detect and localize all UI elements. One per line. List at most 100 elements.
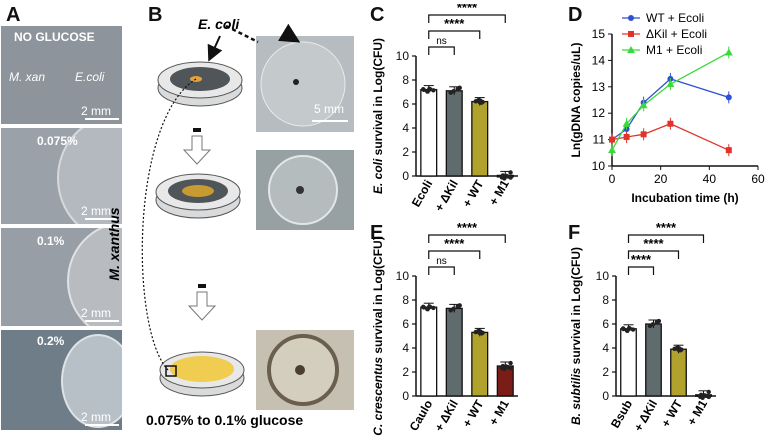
replicate-point — [650, 322, 656, 327]
scale-bar-label: 2 mm — [81, 306, 111, 320]
scale-bar-line — [312, 120, 348, 122]
e-coli-side-label: E.coli — [75, 70, 105, 84]
petri-dish-3 — [159, 351, 245, 397]
significance-label: **** — [444, 16, 465, 31]
significance-bracket — [627, 266, 655, 275]
y-tick-label: 10 — [592, 159, 606, 173]
series-point — [622, 119, 631, 127]
replicate-point — [706, 389, 711, 395]
panel-b-schematic — [141, 23, 354, 410]
significance-label: **** — [631, 252, 652, 267]
legend-marker — [627, 46, 635, 53]
bar — [471, 100, 489, 177]
series-point — [725, 147, 732, 154]
y-tick-label: 4 — [402, 341, 409, 355]
photo-3 — [256, 330, 354, 410]
ecoli-arrow — [207, 35, 223, 62]
x-tick-label: 20 — [654, 172, 668, 186]
legend-label: M1 + Ecoli — [646, 43, 702, 57]
y-tick-label: 8 — [402, 73, 409, 87]
panel-letter-d: D — [568, 4, 583, 26]
y-axis-label: E. coli survival in Log(CFU) — [371, 38, 385, 194]
replicate-point — [508, 360, 513, 366]
replicate-point — [503, 364, 509, 369]
y-tick-label: 2 — [602, 365, 609, 379]
down-arrow-2 — [187, 284, 217, 321]
tile-label: 0.1% — [37, 234, 65, 248]
photo-1 — [256, 36, 354, 132]
x-axis-label: Incubation time (h) — [631, 191, 738, 205]
significance-bracket — [428, 234, 506, 243]
replicate-point — [676, 347, 681, 352]
scale-bar: 2 mm — [81, 104, 111, 118]
panel-a-tile-no-glucose: NO GLUCOSE M. xan E.coli 2 mm — [1, 26, 122, 124]
x-tick-label: + M1 — [486, 397, 512, 428]
replicate-point — [456, 86, 462, 91]
replicate-point — [499, 175, 505, 180]
y-tick-label: 0 — [602, 389, 609, 403]
colony-edge — [57, 128, 122, 224]
bar — [670, 348, 687, 397]
y-tick-label: 2 — [402, 145, 409, 159]
replicate-point — [451, 306, 456, 311]
significance-label: **** — [643, 236, 664, 251]
significance-label: **** — [457, 220, 478, 235]
mxanthus-label: M. xanthus — [106, 207, 122, 281]
tile-label: 0.2% — [37, 334, 65, 348]
series-point — [623, 133, 630, 140]
series-point — [724, 48, 733, 56]
panel-letter-b: B — [148, 4, 163, 26]
scale-bar-label: 2 mm — [81, 410, 111, 424]
glucose-label: 0.075% to 0.1% glucose — [146, 412, 304, 428]
x-tick-label: + M1 — [486, 177, 512, 208]
bar — [420, 306, 438, 397]
bar — [445, 307, 463, 397]
replicate-point — [503, 173, 509, 179]
mxanthus-path — [141, 78, 197, 371]
scale-bar-line — [85, 424, 119, 426]
x-tick-label: + WT — [460, 397, 487, 430]
significance-bracket — [428, 46, 455, 55]
petri-dish-2 — [155, 173, 241, 219]
significance-bracket — [428, 30, 481, 39]
pointer-arrow-tip — [277, 23, 301, 43]
down-arrow-1 — [182, 128, 212, 165]
m-xanthus-side-label: M. xan — [9, 70, 46, 84]
y-tick-label: 6 — [402, 317, 409, 331]
series-point — [639, 101, 648, 109]
bar — [645, 323, 662, 397]
replicate-point — [508, 170, 513, 175]
tile-label: NO GLUCOSE — [14, 30, 95, 44]
x-tick-label: + ΔKil — [432, 178, 461, 214]
panel-letter-c: C — [370, 4, 385, 26]
y-tick-label: 2 — [402, 365, 409, 379]
bar — [620, 328, 637, 397]
series-point — [725, 94, 732, 101]
x-tick-label: 60 — [751, 172, 765, 186]
replicate-point — [627, 326, 633, 331]
legend-marker — [628, 31, 634, 37]
chart-e: 0 2 4 6 8 10 C. crescentus survival in Log(CFU… — [371, 220, 518, 436]
panel-a-tile-01: 0.1% 2 mm — [1, 228, 122, 326]
replicate-point — [451, 88, 456, 94]
series-point — [640, 131, 647, 138]
panel-letter-a: A — [6, 4, 21, 26]
significance-bracket — [428, 250, 481, 259]
replicate-point — [655, 319, 661, 324]
y-tick-label: 8 — [402, 293, 409, 307]
replicate-point — [477, 99, 482, 105]
significance-bracket — [627, 250, 680, 259]
significance-bracket — [428, 14, 506, 23]
x-tick-label: 40 — [703, 172, 717, 186]
significance-label: ns — [436, 256, 447, 267]
series-point — [667, 120, 674, 127]
scale-bar-line — [85, 118, 119, 120]
replicate-point — [621, 326, 626, 332]
petri-dish-1 — [157, 61, 243, 107]
y-tick-label: 15 — [592, 27, 606, 41]
series-point — [609, 136, 615, 143]
y-tick-label: 8 — [602, 293, 609, 307]
x-tick-label: + WT — [460, 177, 487, 210]
panel-a-tile-02: 0.2% 2 mm — [1, 330, 122, 430]
scale-bar-label: 2 mm — [81, 204, 111, 218]
